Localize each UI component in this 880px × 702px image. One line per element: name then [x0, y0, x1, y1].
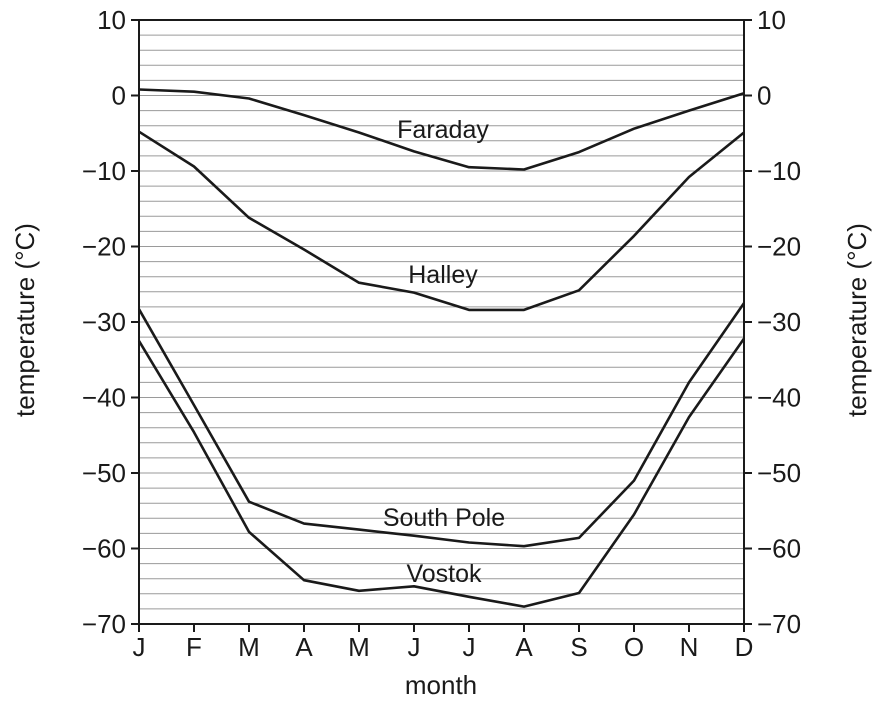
y-tick-label-right: 10: [757, 5, 786, 35]
x-tick-label: J: [133, 632, 146, 662]
y-tick-label-left: −40: [82, 383, 126, 413]
y-tick-label-left: 0: [112, 81, 126, 111]
series-label-south-pole: South Pole: [383, 504, 505, 532]
y-axis-title-left: temperature (°C): [10, 223, 40, 417]
series-lines: [137, 88, 746, 608]
y-axis-title-right: temperature (°C): [842, 223, 872, 417]
y-tick-label-left: −20: [82, 232, 126, 262]
x-tick-label: N: [680, 632, 699, 662]
series-line-south-pole: [137, 302, 746, 548]
y-tick-label-left: 10: [97, 5, 126, 35]
y-tick-label-left: −70: [82, 609, 126, 639]
x-tick-label: F: [186, 632, 202, 662]
y-tick-label-left: −30: [82, 307, 126, 337]
series-line-faraday: [138, 88, 745, 171]
y-tick-label-right: −20: [757, 232, 801, 262]
x-tick-label: S: [570, 632, 587, 662]
series-label-halley: Halley: [408, 261, 478, 289]
y-tick-label-left: −60: [82, 534, 126, 564]
axis-ticks: 10 10 0 0 −10 −10 −20 −20 −30 −30 −40 −40 −50 −50 −60 −…: [82, 5, 801, 662]
x-tick-label: J: [463, 632, 476, 662]
x-tick-label: M: [348, 632, 370, 662]
y-tick-label-left: −50: [82, 458, 126, 488]
y-tick-label-right: −60: [757, 534, 801, 564]
x-tick-label: A: [295, 632, 313, 662]
y-tick-label-right: −50: [757, 458, 801, 488]
series-line-vostok: [137, 337, 746, 608]
x-axis-title: month: [405, 670, 477, 700]
x-tick-label: A: [515, 632, 533, 662]
x-tick-label: M: [238, 632, 260, 662]
series-line-halley: [138, 130, 745, 312]
y-tick-label-right: −40: [757, 383, 801, 413]
y-tick-label-left: −10: [82, 156, 126, 186]
y-tick-label-right: −10: [757, 156, 801, 186]
series-label-vostok: Vostok: [406, 560, 482, 588]
x-tick-label: D: [735, 632, 754, 662]
gridlines: [139, 34, 744, 610]
x-tick-label: J: [408, 632, 421, 662]
x-tick-label: O: [624, 632, 644, 662]
y-tick-label-right: −70: [757, 609, 801, 639]
series-label-faraday: Faraday: [397, 116, 489, 144]
y-tick-label-right: 0: [757, 81, 771, 111]
y-tick-label-right: −30: [757, 307, 801, 337]
